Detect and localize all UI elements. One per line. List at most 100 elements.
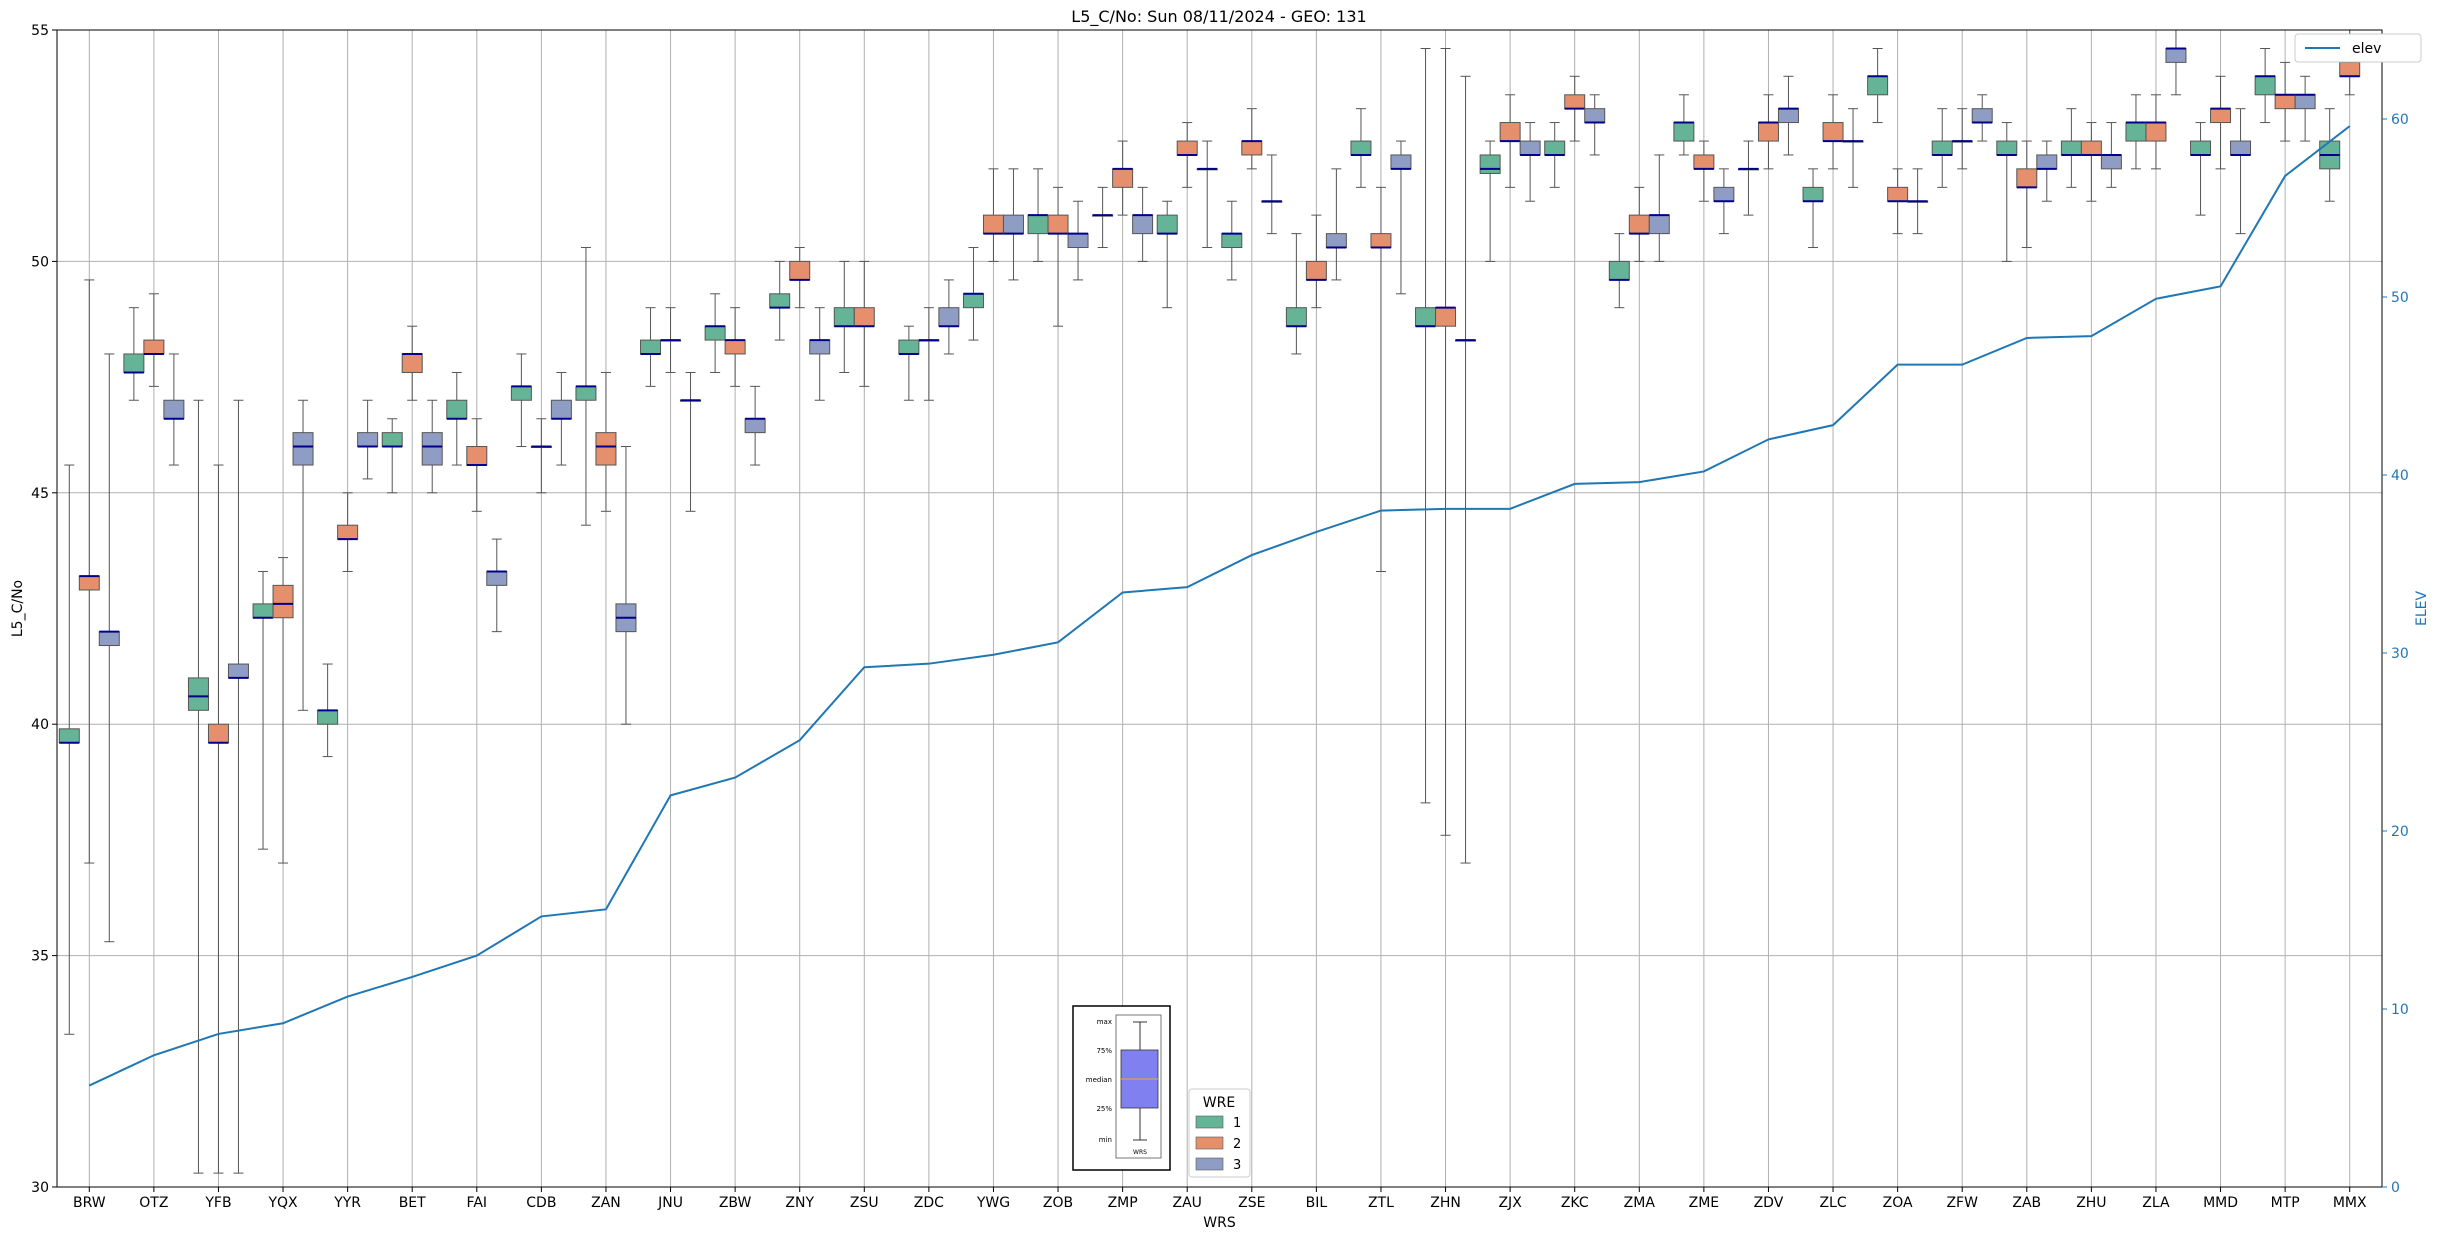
box-ZTL-wre3 xyxy=(1390,140,1412,295)
box-iqr xyxy=(1648,214,1670,235)
box-iqr xyxy=(575,385,597,401)
x-tick-label: BET xyxy=(399,1195,426,1211)
box-iqr xyxy=(809,339,831,355)
box-YWG-wre3 xyxy=(1002,168,1024,281)
plot-frame xyxy=(56,29,2383,1188)
y-axis-label: L5_C/No xyxy=(10,580,26,637)
wre-legend-label-1: 1 xyxy=(1233,1116,1241,1131)
box-ZJX-wre1 xyxy=(1479,140,1501,262)
box-ZFW-wre2 xyxy=(1951,108,1973,170)
x-tick-label: OTZ xyxy=(139,1195,168,1211)
y2-tick-label: 30 xyxy=(2391,646,2409,662)
box-ZKC-wre1 xyxy=(1544,122,1566,188)
box-iqr xyxy=(466,446,488,466)
box-ZSE-wre3 xyxy=(1261,154,1283,235)
box-ZMA-wre2 xyxy=(1628,186,1650,262)
box-ZAU-wre1 xyxy=(1156,200,1178,309)
box-iqr xyxy=(1027,214,1049,235)
box-YYR-wre3 xyxy=(357,399,379,480)
box-OTZ-wre1 xyxy=(123,307,145,401)
x-tick-label: ZOB xyxy=(1043,1195,1073,1211)
box-ZLC-wre1 xyxy=(1802,168,1824,249)
wre-legend-swatch-3 xyxy=(1195,1157,1224,1171)
box-iqr xyxy=(510,385,532,401)
box-FAI-wre2 xyxy=(466,418,488,512)
x-axis-label: WRS xyxy=(1203,1215,1236,1231)
box-MMD-wre3 xyxy=(2230,108,2252,235)
box-ZLA-wre2 xyxy=(2145,94,2167,170)
box-iqr xyxy=(58,728,80,744)
y2-tick-label: 60 xyxy=(2391,112,2409,128)
box-ZDV-wre2 xyxy=(1757,94,1779,170)
box-iqr xyxy=(272,584,294,619)
box-ZOA-wre2 xyxy=(1887,168,1909,235)
box-iqr xyxy=(1241,140,1263,156)
box-ZJX-wre2 xyxy=(1499,94,1521,188)
box-iqr xyxy=(1415,307,1437,327)
box-iqr xyxy=(1479,154,1501,174)
box-iqr xyxy=(982,214,1004,235)
box-ZAN-wre2 xyxy=(595,371,617,512)
box-FAI-wre3 xyxy=(486,538,508,633)
y-tick-label: 55 xyxy=(31,23,49,39)
x-tick-label: ZLA xyxy=(2142,1195,2170,1211)
box-BRW-wre3 xyxy=(98,353,120,943)
box-ZDC-wre1 xyxy=(898,325,920,401)
box-iqr xyxy=(724,339,746,355)
box-ZLC-wre3 xyxy=(1842,108,1864,188)
box-YFB-wre3 xyxy=(227,399,249,1174)
chart-title: L5_C/No: Sun 08/11/2024 - GEO: 131 xyxy=(1071,7,1366,27)
wre-legend-title: WRE xyxy=(1203,1095,1235,1111)
box-iqr xyxy=(1519,140,1541,156)
x-tick-label: ZHU xyxy=(2076,1195,2106,1211)
y2-tick-label: 50 xyxy=(2391,290,2409,306)
x-tick-label: ZME xyxy=(1689,1195,1720,1211)
box-ZNY-wre2 xyxy=(789,247,811,309)
box-iqr xyxy=(1002,214,1024,235)
box-ZBW-wre3 xyxy=(744,385,766,466)
box-iqr xyxy=(2016,168,2038,188)
y-tick-label: 45 xyxy=(31,486,49,502)
box-iqr xyxy=(337,524,359,540)
box-iqr xyxy=(98,631,120,647)
box-iqr xyxy=(1867,75,1889,96)
box-OTZ-wre3 xyxy=(163,353,185,466)
box-key-label-median: median xyxy=(1086,1076,1112,1084)
elev-line xyxy=(88,125,2351,1087)
box-ZLA-wre1 xyxy=(2125,94,2147,170)
box-YFB-wre1 xyxy=(187,399,209,1174)
box-iqr xyxy=(1132,214,1154,235)
box-iqr xyxy=(1693,154,1715,170)
box-MMD-wre2 xyxy=(2210,75,2232,170)
box-ZHN-wre3 xyxy=(1455,75,1477,864)
box-iqr xyxy=(1067,233,1089,249)
box-ZSU-wre2 xyxy=(853,260,875,387)
box-key-label-q1: 25% xyxy=(1096,1105,1112,1113)
box-plot-series xyxy=(58,29,2361,1174)
box-ZDC-wre3 xyxy=(938,279,960,355)
box-MTP-wre1 xyxy=(2254,48,2276,124)
box-iqr xyxy=(1544,140,1566,156)
box-iqr xyxy=(143,339,165,355)
box-ZTL-wre2 xyxy=(1370,186,1392,572)
y2-axis-label: ELEV xyxy=(2414,591,2430,626)
box-ZOB-wre1 xyxy=(1027,168,1049,262)
box-iqr xyxy=(1887,186,1909,202)
box-ZSE-wre1 xyxy=(1221,200,1243,281)
wre-legend-frame xyxy=(1188,1088,1251,1178)
box-iqr xyxy=(1350,140,1372,156)
x-tick-label: MTP xyxy=(2271,1195,2300,1211)
box-YQX-wre1 xyxy=(252,570,274,850)
box-ZFW-wre3 xyxy=(1971,94,1993,142)
box-iqr xyxy=(2100,154,2122,170)
box-ZDV-wre1 xyxy=(1737,140,1759,216)
box-ZJX-wre3 xyxy=(1519,122,1541,202)
box-MMD-wre1 xyxy=(2190,122,2212,216)
box-iqr xyxy=(2125,122,2147,142)
box-key-xlabel: WRS xyxy=(1133,1149,1147,1156)
box-iqr xyxy=(704,325,726,341)
x-tick-label: ZFW xyxy=(1946,1195,1978,1211)
x-tick-label: BRW xyxy=(73,1195,106,1211)
box-ZOA-wre1 xyxy=(1867,48,1889,124)
